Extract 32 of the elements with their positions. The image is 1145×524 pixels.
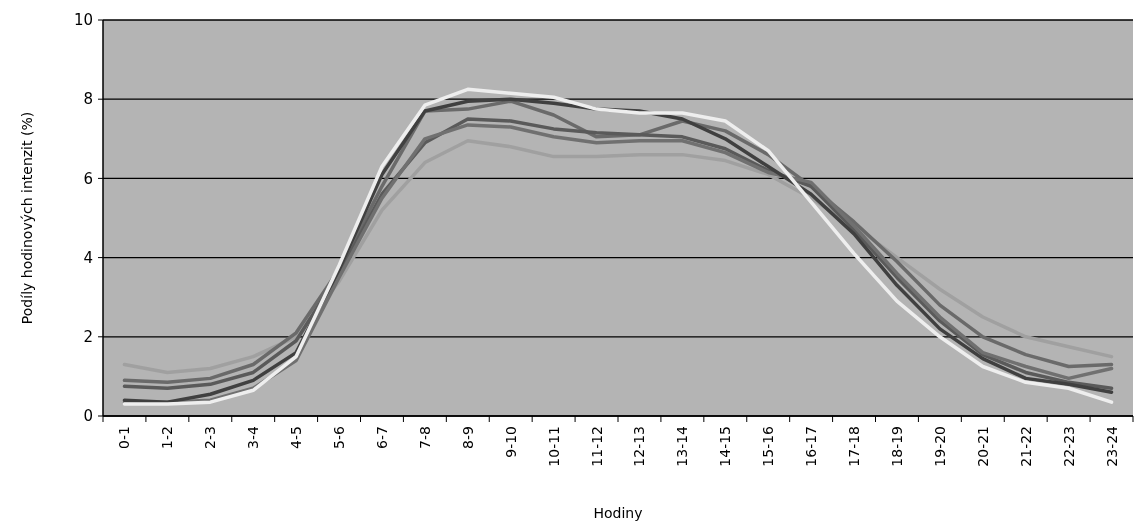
x-tick-label: 7-8 (416, 426, 433, 449)
y-tick-label: 10 (73, 11, 93, 30)
x-tick-label: 14-15 (717, 426, 734, 467)
x-tick-label: 17-18 (846, 426, 863, 467)
x-tick-label: 0-1 (116, 426, 133, 449)
x-tick-label: 10-11 (545, 426, 562, 467)
x-tick-label: 2-3 (202, 426, 219, 449)
x-tick-label: 23-24 (1103, 425, 1120, 467)
x-tick-label: 20-21 (974, 426, 991, 467)
x-tick-label: 6-7 (373, 426, 390, 449)
y-tick-label: 0 (83, 407, 93, 426)
y-tick-label: 4 (83, 248, 93, 267)
x-axis-title: Hodiny (593, 505, 643, 521)
x-tick-label: 3-4 (245, 425, 262, 449)
x-tick-label: 11-12 (588, 426, 605, 467)
x-tick-label: 4-5 (288, 426, 305, 449)
y-axis-title: Podíly hodinových intenzit (%) (19, 111, 35, 325)
x-tick-label: 1-2 (159, 426, 176, 449)
x-tick-label: 12-13 (631, 426, 648, 467)
y-tick-label: 8 (83, 90, 93, 109)
x-tick-label: 18-19 (888, 426, 905, 467)
x-tick-label: 9-10 (502, 426, 519, 458)
x-tick-label: 22-23 (1060, 426, 1077, 467)
x-tick-label: 19-20 (931, 426, 948, 467)
x-tick-label: 16-17 (803, 426, 820, 467)
x-tick-label: 5-6 (331, 425, 348, 449)
x-tick-label: 21-22 (1017, 426, 1034, 467)
x-tick-label: 13-14 (674, 425, 691, 467)
x-tick-label: 8-9 (459, 426, 476, 449)
y-tick-label: 2 (83, 328, 93, 347)
x-tick-label: 15-16 (760, 425, 777, 467)
y-tick-label: 6 (83, 169, 93, 188)
